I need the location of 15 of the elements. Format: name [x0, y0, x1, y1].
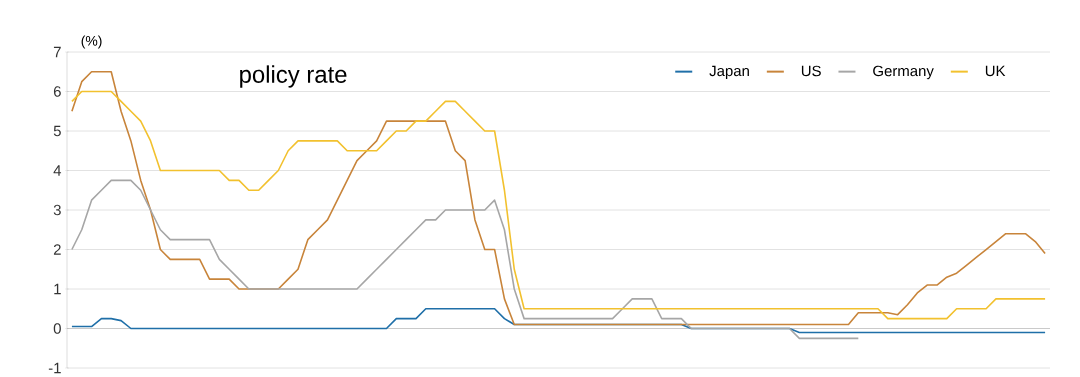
legend-label: US — [801, 65, 821, 77]
y-axis-title: (%) — [81, 35, 102, 49]
legend-label: UK — [985, 65, 1006, 77]
y-tick-label: 0 — [53, 323, 61, 334]
y-tick-label: 3 — [53, 204, 61, 216]
y-tick-label: 4 — [53, 165, 62, 176]
y-tick-label: 6 — [53, 86, 61, 97]
legend-label: Germany — [873, 65, 934, 80]
text: policy rate — [240, 65, 347, 88]
y-tick-label: 7 — [53, 46, 61, 58]
y-tick-label: -1 — [48, 362, 61, 374]
y-tick-label: 5 — [53, 125, 61, 137]
legend-label: Japan — [709, 65, 749, 80]
y-tick-label: 1 — [54, 283, 61, 295]
y-tick-label: 2 — [53, 244, 61, 255]
